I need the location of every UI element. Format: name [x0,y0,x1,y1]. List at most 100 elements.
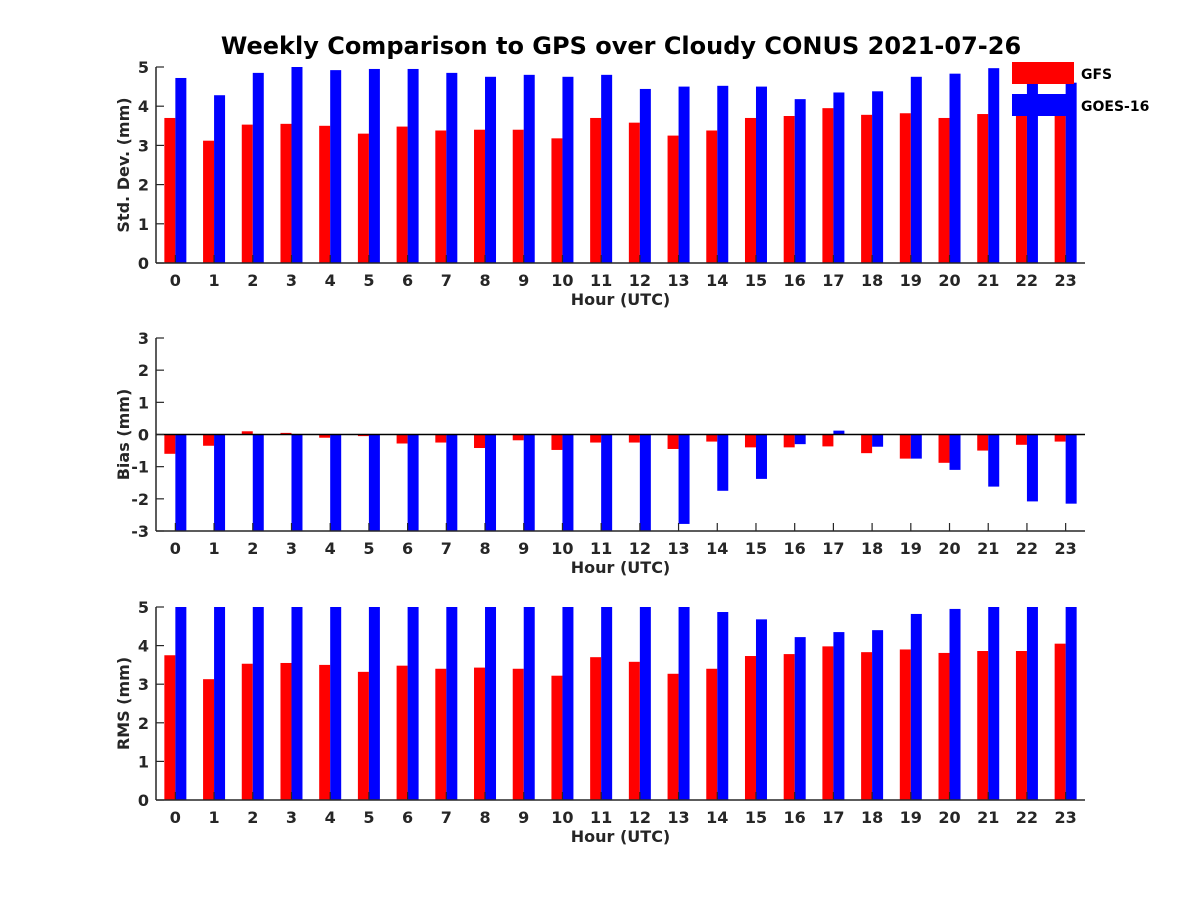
bar-gfs-panel3-hour-12 [628,661,640,800]
bar-gfs-panel3-hour-11 [590,657,602,800]
bar-gfs-panel3-hour-4 [319,664,331,800]
bar-gfs-panel2-hour-1 [203,434,215,446]
bar-goes-16-panel1-hour-16 [794,99,806,263]
bar-gfs-panel2-hour-22 [1015,434,1027,445]
x-tick-label-panel1: 11 [590,271,612,290]
bar-gfs-panel1-hour-0 [164,117,176,264]
bar-goes-16-panel3-hour-1 [214,607,226,800]
bar-gfs-panel2-hour-6 [396,434,408,444]
bar-goes-16-panel2-hour-5 [368,434,380,531]
bar-goes-16-panel2-hour-22 [1026,434,1038,502]
bar-goes-16-panel3-hour-13 [678,607,690,800]
bar-gfs-panel1-hour-8 [474,129,486,263]
x-tick-label-panel3: 9 [518,808,529,827]
bar-goes-16-panel2-hour-19 [910,434,922,459]
bar-goes-16-panel1-hour-9 [523,74,535,263]
bar-gfs-panel3-hour-1 [203,679,215,800]
x-tick-label-panel1: 0 [170,271,181,290]
bar-goes-16-panel3-hour-18 [872,630,884,800]
x-tick-label-panel2: 23 [1055,539,1077,558]
bar-gfs-panel2-hour-5 [357,434,369,437]
bar-gfs-panel3-hour-10 [551,675,563,800]
bar-goes-16-panel1-hour-4 [330,70,342,263]
bar-gfs-panel1-hour-23 [1054,116,1066,263]
bar-goes-16-panel3-hour-14 [717,612,729,800]
x-tick-label-panel3: 20 [938,808,960,827]
bar-gfs-panel1-hour-15 [744,117,756,264]
bar-goes-16-panel1-hour-14 [717,85,729,263]
bar-goes-16-panel1-hour-7 [446,72,458,263]
x-tick-label-panel3: 8 [479,808,490,827]
y-tick-label-panel1: 0 [138,254,149,273]
x-tick-label-panel1: 18 [861,271,883,290]
x-tick-label-panel2: 7 [441,539,452,558]
bar-gfs-panel2-hour-3 [280,432,292,435]
y-tick-label-panel2: 3 [138,329,149,348]
bar-goes-16-panel3-hour-22 [1026,607,1038,800]
bar-gfs-panel2-hour-4 [319,434,331,438]
bar-gfs-panel1-hour-22 [1015,112,1027,263]
bar-goes-16-panel3-hour-20 [949,608,961,800]
x-tick-label-panel3: 22 [1016,808,1038,827]
bar-goes-16-panel1-hour-20 [949,73,961,263]
bar-gfs-panel1-hour-14 [706,130,718,263]
bar-goes-16-panel2-hour-18 [872,434,884,447]
bar-goes-16-panel1-hour-1 [214,95,226,263]
bar-goes-16-panel1-hour-5 [368,68,380,264]
bar-goes-16-panel2-hour-2 [252,434,264,531]
bar-gfs-panel2-hour-15 [744,434,756,448]
bar-goes-16-panel3-hour-3 [291,607,303,800]
bar-goes-16-panel1-hour-3 [291,67,303,263]
x-axis-label-panel2: Hour (UTC) [571,558,671,577]
x-tick-label-panel2: 11 [590,539,612,558]
x-tick-label-panel1: 16 [784,271,806,290]
bar-goes-16-panel3-hour-10 [562,607,574,800]
bar-goes-16-panel3-hour-5 [368,607,380,800]
bar-gfs-panel3-hour-7 [435,668,447,800]
x-tick-label-panel3: 21 [977,808,999,827]
bar-goes-16-panel2-hour-4 [330,434,342,531]
bar-goes-16-panel1-hour-13 [678,86,690,263]
bar-gfs-panel1-hour-12 [628,122,640,263]
bar-gfs-panel3-hour-23 [1054,643,1066,800]
y-tick-label-panel1: 5 [138,58,149,77]
x-tick-label-panel1: 17 [822,271,844,290]
bar-goes-16-panel3-hour-0 [175,607,187,800]
bar-goes-16-panel3-hour-9 [523,607,535,800]
bar-goes-16-panel1-hour-2 [252,72,264,263]
bar-gfs-panel1-hour-7 [435,130,447,263]
y-tick-label-panel2: 1 [138,393,149,412]
x-tick-label-panel1: 12 [629,271,651,290]
bar-goes-16-panel2-hour-11 [601,434,613,531]
bar-goes-16-panel2-hour-16 [794,434,806,445]
x-tick-label-panel2: 22 [1016,539,1038,558]
x-tick-label-panel3: 6 [402,808,413,827]
bar-goes-16-panel3-hour-12 [639,607,651,800]
x-tick-label-panel2: 2 [247,539,258,558]
bar-gfs-panel2-hour-7 [435,434,447,443]
bar-gfs-panel3-hour-13 [667,673,679,800]
bar-gfs-panel2-hour-17 [822,434,834,447]
y-tick-label-panel2: -1 [131,458,149,477]
bar-gfs-panel3-hour-21 [977,651,989,800]
x-tick-label-panel1: 9 [518,271,529,290]
bar-goes-16-panel3-hour-8 [485,607,497,800]
x-tick-label-panel1: 14 [706,271,728,290]
x-tick-label-panel3: 23 [1055,808,1077,827]
x-tick-label-panel2: 21 [977,539,999,558]
y-tick-label-panel1: 2 [138,176,149,195]
bar-goes-16-panel3-hour-4 [330,607,342,800]
bar-goes-16-panel3-hour-2 [252,607,264,800]
bar-goes-16-panel2-hour-1 [214,434,226,531]
x-tick-label-panel1: 10 [551,271,573,290]
x-tick-label-panel1: 15 [745,271,767,290]
bar-goes-16-panel2-hour-6 [407,434,419,531]
bar-gfs-panel1-hour-16 [783,116,795,263]
legend-swatch-gfs [1012,62,1074,84]
bar-gfs-panel1-hour-4 [319,125,331,263]
x-tick-label-panel3: 15 [745,808,767,827]
bar-gfs-panel2-hour-8 [474,434,486,449]
bar-gfs-panel1-hour-1 [203,140,215,263]
